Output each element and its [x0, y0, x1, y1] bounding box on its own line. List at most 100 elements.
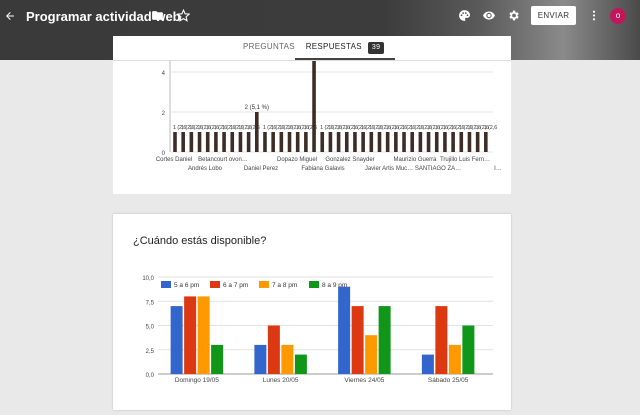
y-tick-label: 0,0: [146, 373, 155, 379]
folder-icon[interactable]: [151, 9, 164, 22]
bar-data-label: 1 (2,6: [247, 125, 260, 131]
bar: [294, 354, 307, 374]
y-tick-label: 0: [162, 151, 166, 157]
y-tick-label: 4: [162, 71, 166, 77]
bar: [304, 132, 308, 152]
bar: [271, 132, 275, 152]
bar-data-label: 1 (2,6: [361, 125, 374, 131]
arrow-back-icon[interactable]: [4, 10, 16, 22]
bar: [448, 344, 461, 374]
x-tick-label: Fabiana Galavis: [301, 166, 344, 172]
bar: [170, 306, 183, 374]
bar: [338, 286, 351, 374]
response-count-badge: 39: [367, 42, 385, 54]
legend-swatch: [161, 281, 171, 288]
bar: [451, 132, 455, 152]
bar-data-label: 1 (2,6: [345, 125, 358, 131]
bar: [238, 132, 243, 152]
bar: [184, 296, 197, 374]
legend-label: 5 a 6 pm: [174, 282, 199, 289]
x-tick-label: Dopazo Miguel: [277, 157, 317, 163]
bar-data-label: 1 (2,6: [230, 125, 243, 131]
bar: [385, 132, 390, 152]
bar-data-label: 1 (2,6: [435, 125, 448, 131]
bar: [281, 344, 294, 374]
x-tick-label: Trujillo Luis Fern…: [440, 157, 490, 163]
star-outline-icon[interactable]: [177, 9, 190, 22]
bar: [467, 132, 472, 152]
eye-icon[interactable]: [482, 9, 496, 22]
gear-icon[interactable]: [507, 9, 520, 22]
x-tick-label: Betancourt ovon…: [198, 157, 248, 163]
bar-data-label: 1 (2,6: [410, 125, 423, 131]
bar: [435, 306, 448, 374]
x-tick-label: Sábado 25/05: [428, 377, 469, 384]
x-tick-label: Andrés Lobo: [188, 166, 223, 172]
names-chart-card: 02451 (2,61 (2,61 (2,61 (2,61 (2,61 (2,6…: [113, 45, 511, 194]
bar-data-label: 2 (5,1 %): [245, 105, 269, 111]
bar-data-label: 1 (2,6: [377, 125, 390, 131]
bar: [279, 132, 284, 152]
x-tick-label: Gonzalez Snayder: [325, 157, 374, 163]
bar: [484, 132, 488, 152]
legend-label: 6 a 7 pm: [223, 282, 248, 289]
y-tick-label: 2: [162, 111, 166, 117]
bar-data-label: 1 (2,6: [263, 125, 276, 131]
x-tick-label: Javier Artis Muc…: [365, 166, 413, 172]
bar-data-label: 1 (2,6: [328, 125, 341, 131]
bar-data-label: 1 (2,6: [476, 125, 489, 131]
x-tick-label: Lunes 20/05: [263, 377, 299, 384]
send-button[interactable]: ENVIAR: [531, 6, 576, 25]
bar-data-label: 1 (2,6: [451, 125, 464, 131]
bar-data-label: 1 (2,6: [467, 125, 480, 131]
bar: [410, 132, 415, 152]
bar: [254, 112, 259, 152]
legend-swatch: [309, 281, 319, 288]
bar: [426, 132, 431, 152]
tab-bar: PREGUNTAS RESPUESTAS 39: [113, 36, 511, 61]
tab-respuestas[interactable]: RESPUESTAS 39: [295, 36, 395, 60]
bar-data-label: 1 (2,6: [459, 125, 472, 131]
bar-data-label: 1 (2,6: [337, 125, 350, 131]
bar: [402, 132, 406, 152]
palette-icon[interactable]: [458, 9, 471, 22]
bar: [197, 296, 210, 374]
tab-preguntas[interactable]: PREGUNTAS: [243, 42, 295, 51]
bar: [181, 132, 185, 152]
bar-data-label: 1 (2,6: [394, 125, 407, 131]
legend-label: 7 a 8 pm: [272, 282, 297, 289]
bar: [320, 132, 325, 152]
bar: [230, 132, 235, 152]
bar: [263, 132, 267, 152]
x-tick-label: Cortes Daniel: [156, 157, 192, 163]
bar: [173, 132, 177, 152]
bar-data-label: 1 (2,6: [271, 125, 284, 131]
bar: [267, 325, 280, 374]
bar-data-label: 1 (2,6: [238, 125, 251, 131]
bar-data-label: 1 (2,6: [369, 125, 382, 131]
bar-data-label: 1 (2,6: [288, 125, 301, 131]
form-title: Programar actividad web: [26, 9, 181, 24]
bar: [443, 132, 447, 152]
bar: [351, 306, 364, 374]
bar: [189, 132, 194, 152]
bar: [336, 132, 341, 152]
bar-data-label: 1 (2,6: [181, 125, 194, 131]
legend-swatch: [210, 281, 220, 288]
bar-data-label: 1 (2,6: [206, 125, 219, 131]
bar-data-label: 1 (2,6: [320, 125, 333, 131]
legend-label: 8 a 9 pm: [322, 282, 347, 289]
avatar[interactable]: o: [610, 8, 626, 24]
x-tick-label: Daniel Perez: [244, 166, 278, 172]
bar: [214, 132, 218, 152]
x-tick-label: I…: [494, 166, 502, 172]
bar: [462, 325, 475, 374]
y-tick-label: 2,5: [146, 349, 155, 355]
more-vert-icon[interactable]: [589, 9, 599, 22]
bar: [369, 132, 374, 152]
bar: [377, 132, 382, 152]
bar-data-label: 1 (2,6: [173, 125, 186, 131]
bar: [197, 132, 202, 152]
bar: [475, 132, 480, 152]
bar: [254, 344, 267, 374]
